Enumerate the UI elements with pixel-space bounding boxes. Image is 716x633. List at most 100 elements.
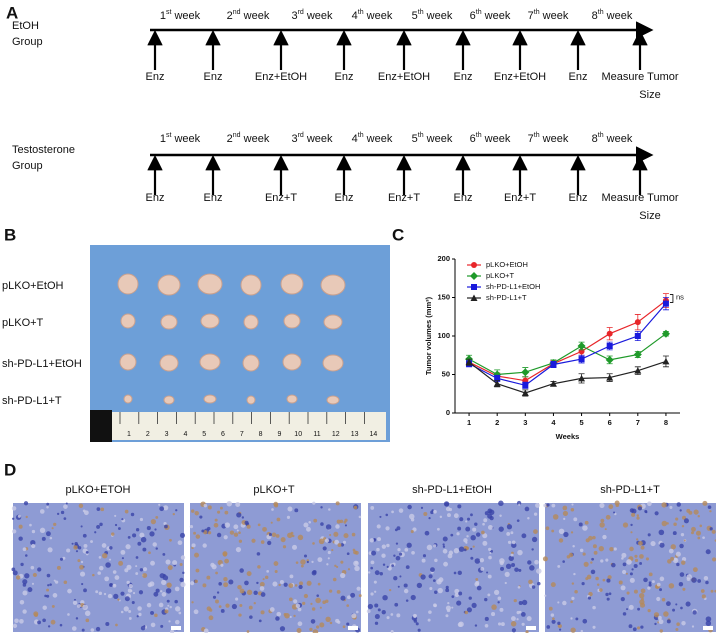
cell	[65, 502, 68, 505]
tumor	[119, 353, 137, 371]
cell	[666, 619, 671, 624]
cell	[180, 555, 186, 560]
event-label: Enz	[454, 192, 473, 204]
cell	[644, 509, 648, 513]
cell	[127, 588, 132, 593]
cell	[633, 563, 638, 568]
cell	[570, 617, 573, 620]
cell	[621, 557, 624, 560]
cell	[303, 554, 308, 558]
cell	[289, 574, 294, 579]
week-label-part: week	[424, 133, 453, 145]
group-name: Group	[12, 160, 43, 172]
cell	[457, 526, 462, 531]
cell	[679, 543, 684, 549]
cell	[179, 532, 186, 538]
cell	[213, 522, 219, 528]
event-label: Enz	[146, 192, 165, 204]
row-label: sh-PD-L1+T	[2, 395, 62, 407]
cell	[216, 591, 220, 594]
week-label-part: st	[166, 132, 172, 139]
ruler-number: 4	[183, 431, 187, 438]
cell	[193, 531, 197, 535]
cell	[613, 547, 617, 551]
y-tick-label: 200	[437, 254, 450, 263]
cell	[259, 586, 265, 591]
cell	[631, 512, 636, 517]
cell	[405, 599, 409, 602]
cell	[18, 536, 23, 541]
cell	[336, 565, 339, 569]
cell	[658, 619, 664, 625]
cell	[633, 589, 638, 594]
cell	[683, 518, 689, 524]
cell	[459, 517, 464, 522]
event-label: Measure Tumor	[601, 192, 678, 204]
cell	[472, 527, 477, 532]
cell	[354, 561, 358, 565]
cell	[463, 548, 467, 552]
cell	[703, 575, 709, 581]
cell	[99, 522, 103, 527]
cell	[306, 560, 309, 564]
cell	[631, 568, 634, 571]
cell	[385, 526, 390, 531]
cell	[475, 532, 481, 537]
cell	[524, 506, 530, 512]
cell	[73, 545, 78, 550]
cell	[335, 618, 340, 623]
cell	[647, 609, 651, 613]
cell	[557, 621, 561, 625]
cell	[78, 503, 84, 509]
event-label: Enz+T	[265, 192, 297, 204]
cell	[297, 607, 302, 612]
cell	[426, 544, 433, 551]
cell	[643, 577, 648, 583]
cell	[260, 592, 266, 597]
series-line	[468, 360, 667, 394]
cell	[511, 563, 516, 568]
cell	[235, 502, 241, 507]
cell	[46, 573, 51, 578]
cell	[562, 600, 567, 606]
cell	[312, 629, 319, 633]
cell	[377, 608, 381, 612]
cell	[169, 538, 172, 542]
cell	[207, 531, 212, 535]
cell	[332, 577, 337, 582]
cell	[705, 620, 712, 626]
cell	[592, 605, 596, 610]
cell	[103, 592, 107, 596]
week-label: 2nd week	[227, 132, 270, 145]
cell	[223, 582, 229, 588]
cell	[395, 542, 399, 545]
cell	[138, 590, 144, 595]
cell	[451, 595, 455, 599]
cell	[12, 623, 18, 629]
histology-image	[545, 503, 716, 632]
cell	[379, 572, 383, 576]
cell	[499, 560, 504, 566]
week-label-part: 3	[291, 133, 297, 145]
cell	[386, 616, 390, 620]
histology-image	[368, 503, 539, 632]
cell	[59, 557, 64, 561]
photo-corner	[90, 410, 112, 442]
cell	[528, 579, 533, 585]
cell	[135, 572, 139, 575]
cell	[289, 615, 292, 619]
cell	[445, 585, 449, 589]
week-label-part: th	[418, 132, 424, 139]
cell	[433, 544, 437, 548]
cell	[77, 559, 81, 563]
cell	[168, 620, 171, 623]
legend-label: pLKO+T	[486, 271, 515, 280]
cell	[333, 531, 339, 537]
cell	[298, 581, 304, 586]
cell	[216, 532, 222, 538]
cell	[244, 580, 249, 586]
cell	[23, 501, 29, 506]
week-label-part: week	[604, 10, 633, 22]
cell	[236, 529, 239, 532]
cell	[214, 518, 218, 522]
